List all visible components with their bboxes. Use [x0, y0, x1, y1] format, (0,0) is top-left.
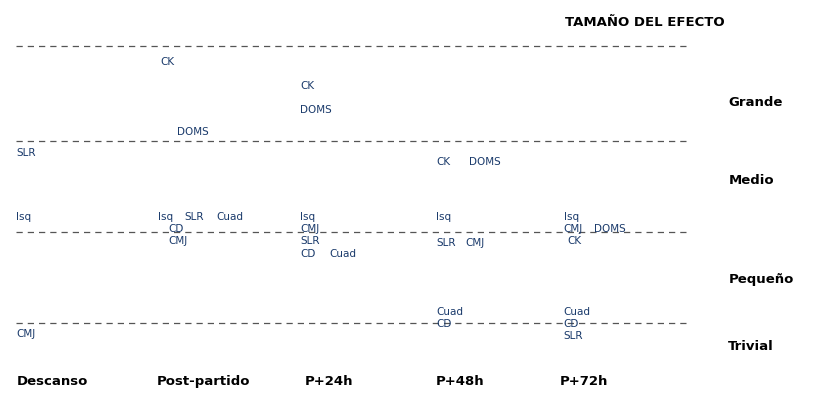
Text: P+24h: P+24h [305, 375, 353, 388]
Text: Cuad: Cuad [329, 249, 356, 259]
Text: DOMS: DOMS [300, 105, 332, 115]
Text: SLR: SLR [436, 238, 456, 248]
Text: CK: CK [568, 236, 582, 246]
Text: Trivial: Trivial [728, 340, 774, 353]
Text: Isq: Isq [564, 212, 579, 222]
Text: SLR: SLR [564, 331, 584, 341]
Text: DOMS: DOMS [469, 157, 501, 167]
Text: CMJ: CMJ [169, 236, 188, 246]
Text: Isq: Isq [300, 212, 315, 222]
Text: CK: CK [300, 81, 314, 91]
Text: Cuad: Cuad [564, 307, 591, 317]
Text: Pequeño: Pequeño [728, 273, 793, 286]
Text: Medio: Medio [728, 174, 774, 187]
Text: Cuad: Cuad [216, 212, 244, 222]
Text: Post-partido: Post-partido [156, 375, 250, 388]
Text: P+48h: P+48h [436, 375, 485, 388]
Text: SLR: SLR [184, 212, 204, 222]
Text: CD: CD [564, 319, 579, 329]
Text: Grande: Grande [728, 97, 783, 109]
Text: CK: CK [436, 157, 450, 167]
Text: CMJ: CMJ [16, 329, 35, 339]
Text: CMJ: CMJ [564, 224, 583, 234]
Text: CD: CD [436, 319, 452, 329]
Text: CD: CD [300, 249, 316, 259]
Text: CK: CK [160, 57, 174, 67]
Text: CMJ: CMJ [300, 224, 319, 234]
Text: TAMAÑO DEL EFECTO: TAMAÑO DEL EFECTO [565, 16, 724, 29]
Text: Descanso: Descanso [16, 375, 88, 388]
Text: CMJ: CMJ [465, 238, 484, 248]
Text: DOMS: DOMS [594, 224, 626, 234]
Text: SLR: SLR [300, 236, 320, 246]
Text: Isq: Isq [16, 212, 31, 222]
Text: Cuad: Cuad [436, 307, 463, 317]
Text: CD: CD [169, 224, 184, 234]
Text: P+72h: P+72h [560, 375, 608, 388]
Text: SLR: SLR [16, 148, 36, 158]
Text: Isq: Isq [158, 212, 173, 222]
Text: DOMS: DOMS [177, 127, 209, 137]
Text: Isq: Isq [436, 212, 451, 222]
